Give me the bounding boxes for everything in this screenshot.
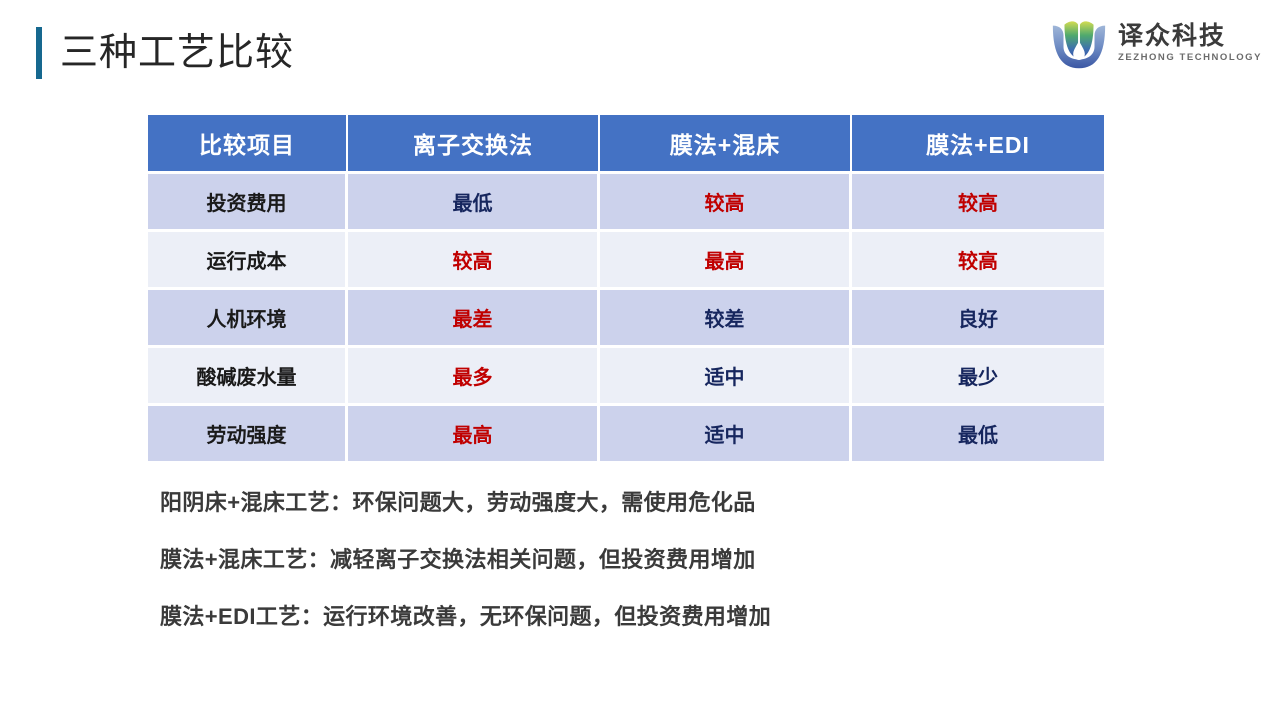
table-cell: 最高 — [600, 229, 852, 287]
table-cell: 最多 — [348, 345, 600, 403]
leaf-waterdrop-icon — [1052, 21, 1106, 69]
table-cell: 较差 — [600, 287, 852, 345]
column-header-membrane-edi: 膜法+EDI — [852, 115, 1104, 171]
note-line: 阳阴床+混床工艺：环保问题大，劳动强度大，需使用危化品 — [160, 490, 756, 515]
logo-name-en: ZEZHONG TECHNOLOGY — [1117, 52, 1262, 64]
page-title: 三种工艺比较 — [36, 26, 294, 80]
column-header-ion-exchange: 离子交换法 — [348, 115, 600, 171]
table-cell: 较高 — [600, 171, 852, 229]
table-body: 投资费用 最低 较高 较高 运行成本 较高 最高 较高 人机环境 最差 较差 良… — [148, 171, 1104, 461]
title-text: 三种工艺比较 — [60, 32, 295, 74]
table-cell: 较高 — [348, 229, 600, 287]
table-row: 劳动强度 最高 适中 最低 — [148, 403, 1104, 461]
table-row: 投资费用 最低 较高 较高 — [148, 171, 1104, 229]
table-cell: 最低 — [852, 403, 1104, 461]
table-cell: 较高 — [852, 171, 1104, 229]
title-accent-bar — [36, 27, 42, 79]
table-row: 运行成本 较高 最高 较高 — [148, 229, 1104, 287]
column-header-item: 比较项目 — [148, 115, 348, 171]
table-cell: 最低 — [348, 171, 600, 229]
row-label: 人机环境 — [148, 287, 348, 345]
table-header: 比较项目 离子交换法 膜法+混床 膜法+EDI — [148, 115, 1104, 171]
row-label: 劳动强度 — [148, 403, 348, 461]
table-header-row: 比较项目 离子交换法 膜法+混床 膜法+EDI — [148, 115, 1104, 171]
row-label: 酸碱废水量 — [148, 345, 348, 403]
table-row: 酸碱废水量 最多 适中 最少 — [148, 345, 1104, 403]
table-cell: 适中 — [600, 403, 852, 461]
logo-wordmark: 译众科技 ZEZHONG TECHNOLOGY — [1117, 21, 1262, 64]
summary-notes: 阳阴床+混床工艺：环保问题大，劳动强度大，需使用危化品 膜法+混床工艺：减轻离子… — [160, 492, 1160, 628]
table-cell: 较高 — [852, 229, 1104, 287]
table-cell: 良好 — [852, 287, 1104, 345]
row-label: 投资费用 — [148, 171, 348, 229]
table-cell: 最差 — [348, 287, 600, 345]
column-header-membrane-mixedbed: 膜法+混床 — [600, 115, 852, 171]
note-line: 膜法+混床工艺：减轻离子交换法相关问题，但投资费用增加 — [160, 547, 756, 572]
comparison-table: 比较项目 离子交换法 膜法+混床 膜法+EDI 投资费用 最低 较高 较高 运行… — [148, 115, 1104, 461]
note-line: 膜法+EDI工艺：运行环境改善，无环保问题，但投资费用增加 — [160, 604, 772, 629]
table-cell: 最高 — [348, 403, 600, 461]
brand-logo: 译众科技 ZEZHONG TECHNOLOGY — [1048, 10, 1262, 76]
logo-name-cn: 译众科技 — [1117, 21, 1226, 50]
table-cell: 最少 — [852, 345, 1104, 403]
row-label: 运行成本 — [148, 229, 348, 287]
table-cell: 适中 — [600, 345, 852, 403]
table-row: 人机环境 最差 较差 良好 — [148, 287, 1104, 345]
